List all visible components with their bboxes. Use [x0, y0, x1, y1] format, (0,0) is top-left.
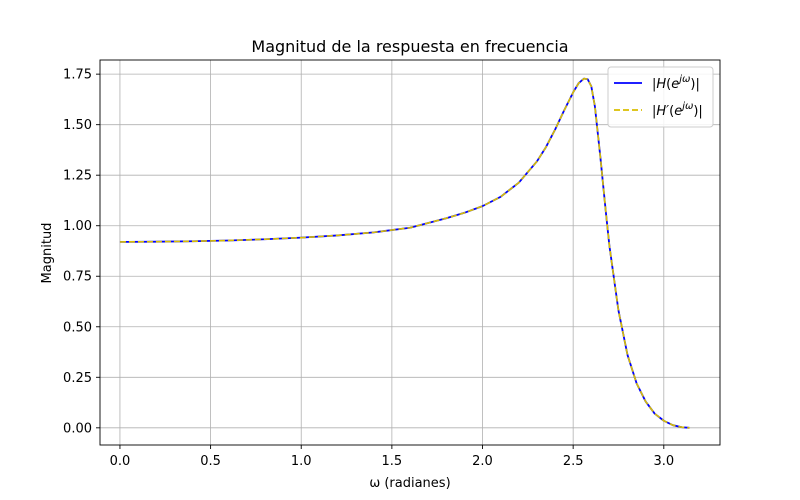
y-tick-label: 1.50 — [63, 118, 92, 133]
legend-box — [607, 66, 714, 128]
chart-title: Magnitud de la respuesta en frecuencia — [251, 37, 568, 56]
x-tick-label: 2.0 — [472, 454, 493, 469]
y-axis-label: Magnitud — [40, 223, 55, 284]
x-tick-label: 2.5 — [563, 454, 584, 469]
y-tick-label: 0.50 — [63, 320, 92, 335]
axes-frame — [99, 59, 721, 446]
y-tick-label: 1.00 — [63, 219, 92, 234]
legend-label-h: |H(ejω)| — [652, 74, 700, 92]
legend: |H(ejω)| |H′(ejω)| — [607, 66, 714, 128]
y-tick-label: 0.75 — [63, 270, 92, 285]
legend-label-h-prime: |H′(ejω)| — [652, 101, 703, 119]
x-tick-label: 3.0 — [653, 454, 674, 469]
x-tick-label: 0.0 — [110, 454, 131, 469]
series-line-h-prime — [119, 77, 690, 429]
y-tick-label: 1.25 — [63, 169, 92, 184]
x-axis-label: ω (radianes) — [369, 476, 450, 491]
x-tick-label: 1.0 — [291, 454, 312, 469]
x-tick-label: 1.5 — [382, 454, 403, 469]
plot-area: 0.0 0.5 1.0 1.5 2.0 2.5 3.0 0.00 0.25 0.50 0.75 1.0… — [63, 59, 721, 469]
y-tick-label: 0.25 — [63, 371, 92, 386]
y-tick-label: 0.00 — [63, 421, 92, 436]
x-tick-label: 0.5 — [200, 454, 221, 469]
y-tick-label: 1.75 — [63, 68, 92, 83]
